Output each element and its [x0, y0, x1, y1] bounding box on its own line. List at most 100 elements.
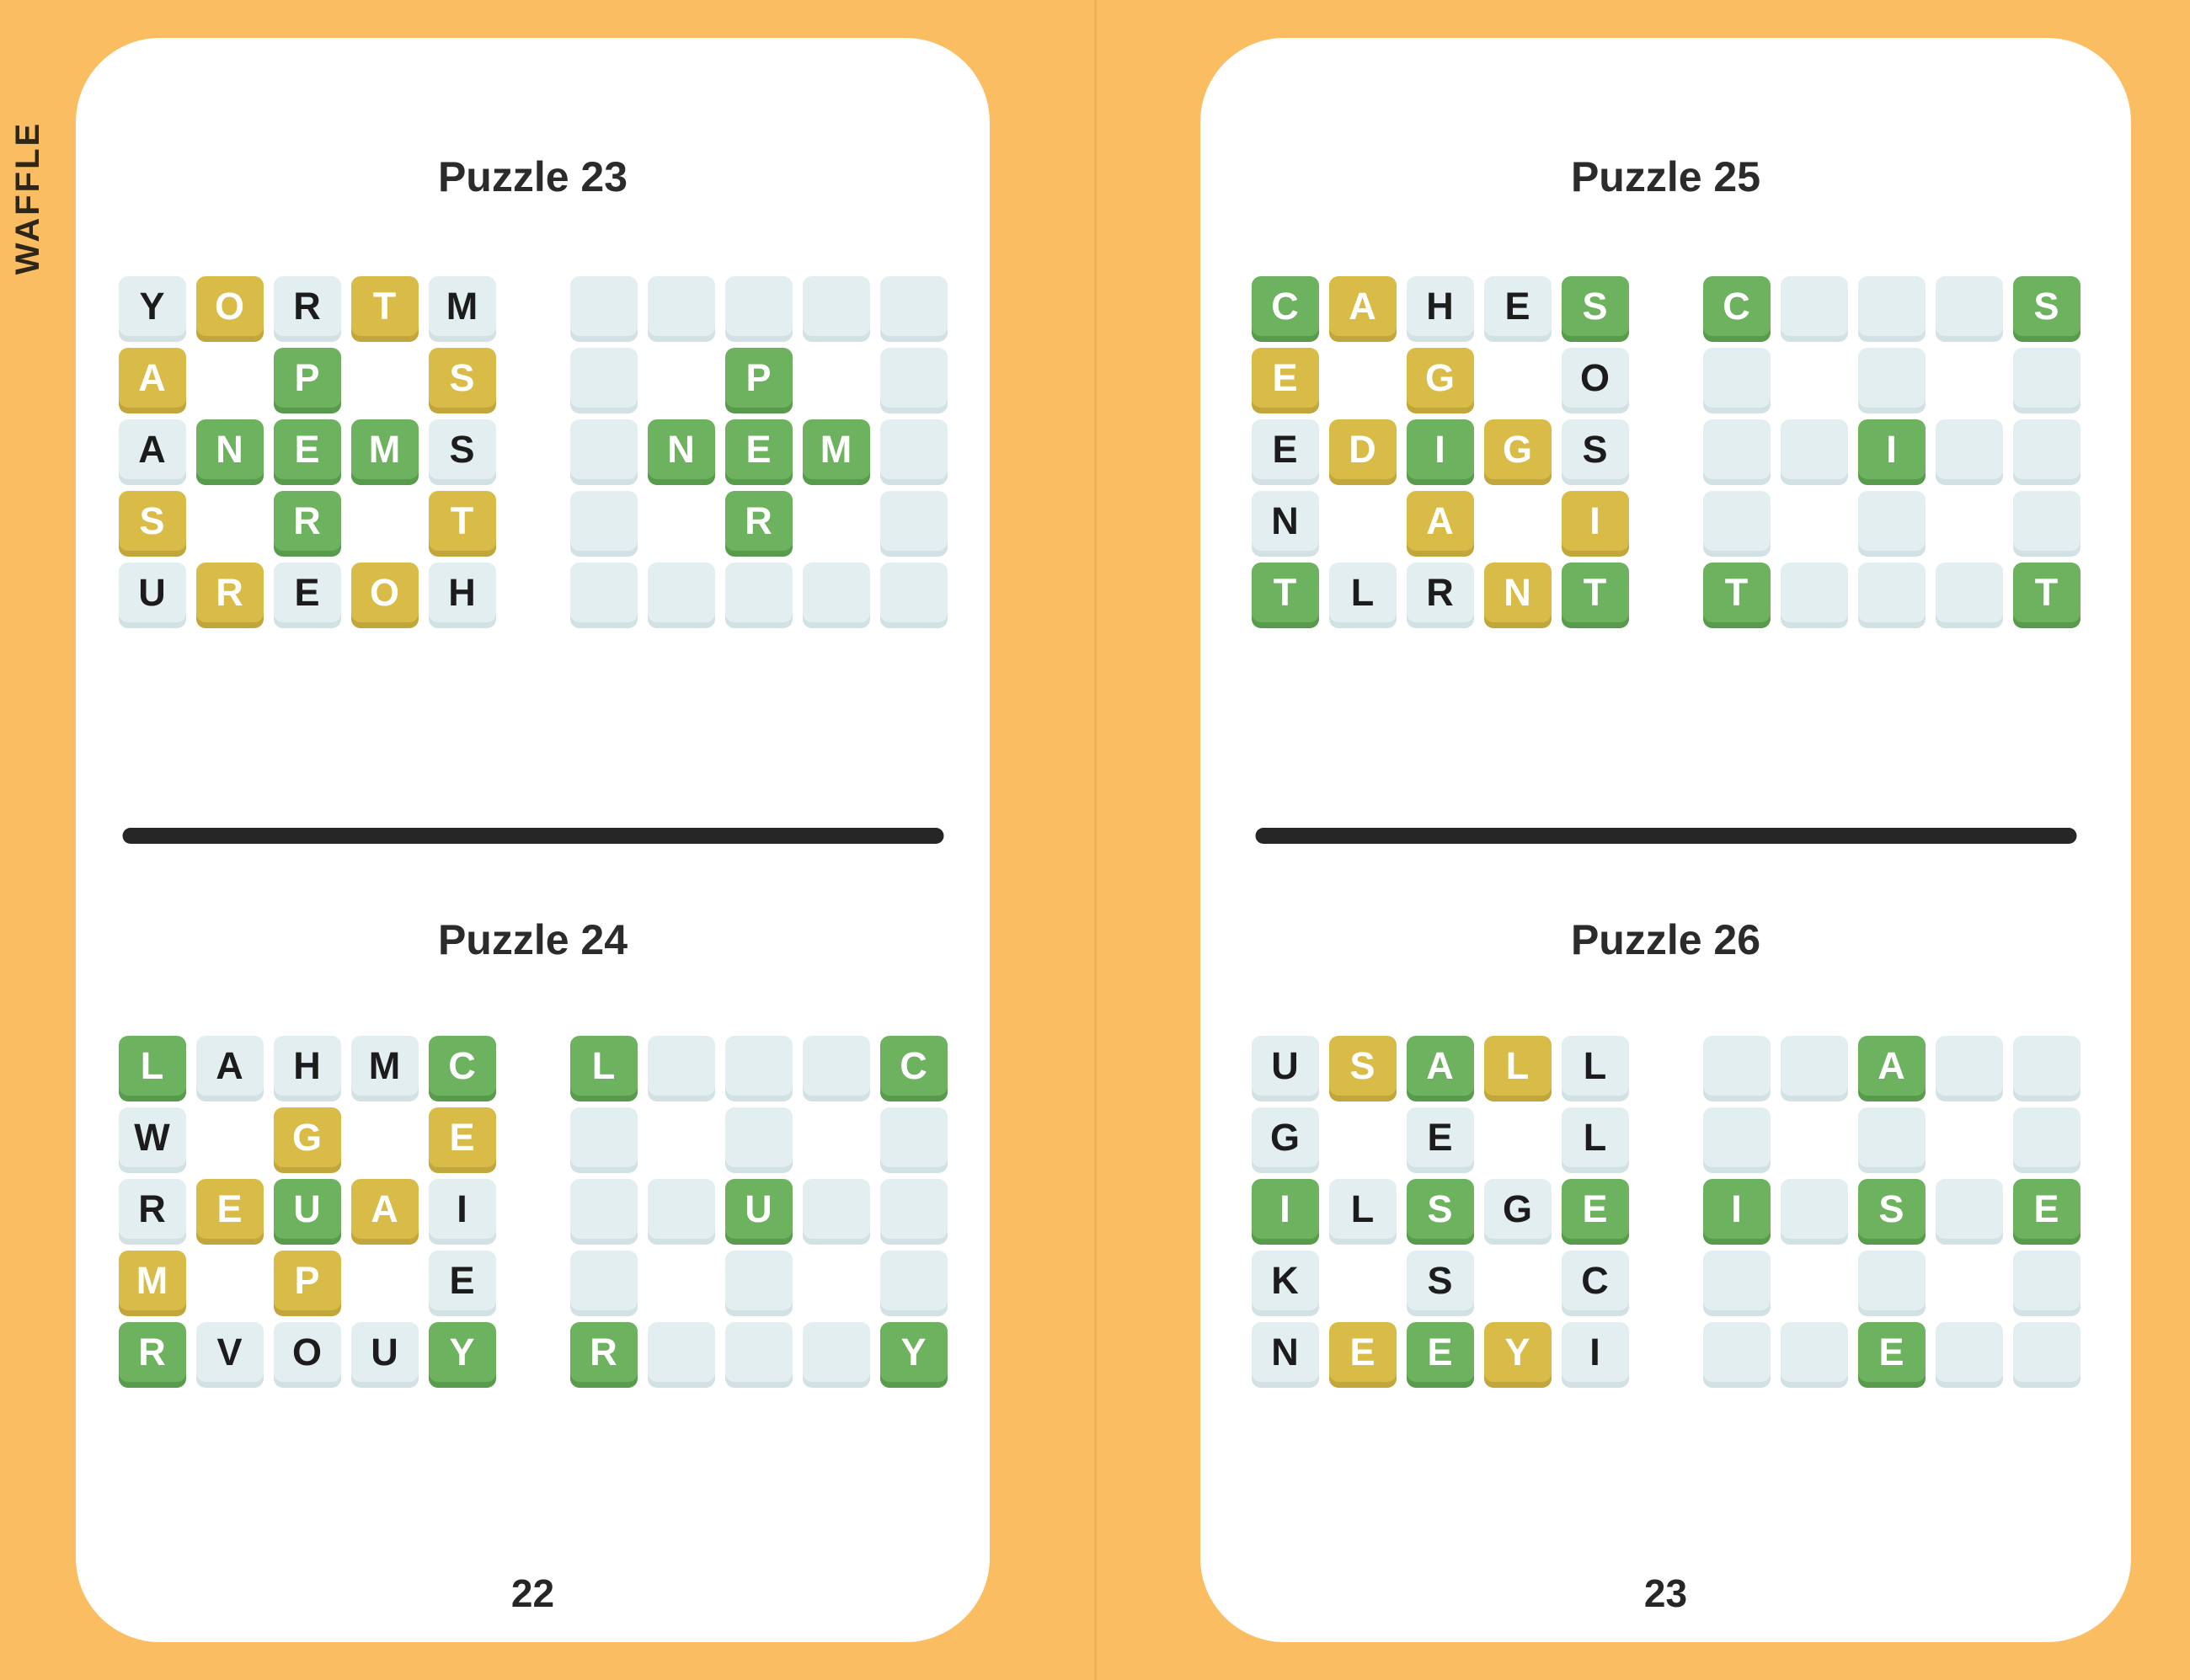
tile-letter: M: [820, 428, 852, 471]
letter-tile: S: [2012, 276, 2080, 336]
empty-tile: [879, 348, 948, 408]
letter-tile: S: [428, 419, 496, 479]
letter-tile: S: [1406, 1251, 1474, 1310]
empty-tile: [724, 1251, 793, 1310]
tile-letter: V: [216, 1331, 243, 1373]
tile-letter: G: [1502, 428, 1532, 471]
letter-tile: R: [273, 491, 341, 551]
tile-letter: A: [371, 1187, 398, 1230]
tile-letter: I: [1279, 1187, 1290, 1230]
empty-tile: [647, 1179, 715, 1239]
tile-letter: S: [449, 428, 475, 471]
empty-tile: [647, 563, 715, 622]
tile-letter: A: [1426, 499, 1454, 542]
letter-tile: H: [428, 563, 496, 622]
empty-tile: [1780, 563, 1848, 622]
puzzle-solution-hint-grid: P N E M R: [569, 276, 948, 622]
tile-letter: L: [1350, 1187, 1375, 1230]
letter-tile: I: [1406, 419, 1474, 479]
empty-tile: [2012, 1107, 2080, 1167]
empty-tile: [569, 1179, 638, 1239]
letter-tile: E: [724, 419, 793, 479]
letter-tile: T: [1251, 563, 1319, 622]
tile-letter: E: [449, 1116, 475, 1159]
tile-letter: S: [2033, 285, 2059, 328]
letter-tile: E: [273, 419, 341, 479]
tile-letter: A: [138, 356, 166, 399]
tile-letter: T: [450, 499, 474, 542]
tile-letter: P: [294, 356, 320, 399]
empty-tile: [1857, 348, 1926, 408]
letter-tile: T: [428, 491, 496, 551]
letter-tile: P: [273, 1251, 341, 1310]
empty-tile: [2012, 1322, 2080, 1382]
empty-tile: [569, 1107, 638, 1167]
tile-letter: S: [1349, 1044, 1375, 1087]
tile-letter: U: [745, 1187, 772, 1230]
tile-letter: U: [293, 1187, 321, 1230]
letter-tile: E: [2012, 1179, 2080, 1239]
tile-letter: I: [1731, 1187, 1742, 1230]
tile-letter: R: [138, 1331, 166, 1373]
empty-tile: [802, 276, 870, 336]
tile-letter: S: [139, 499, 165, 542]
tile-letter: P: [745, 356, 772, 399]
empty-tile: [1935, 1179, 2003, 1239]
tile-letter: T: [1273, 571, 1297, 614]
empty-tile: [2012, 348, 2080, 408]
puzzle-start-grid: L A H M C W G E R E U A I M P E R V O U Y: [118, 1036, 496, 1382]
tile-letter: E: [449, 1259, 475, 1302]
empty-tile: [802, 1036, 870, 1096]
letter-tile: E: [1406, 1107, 1474, 1167]
tile-letter: L: [1350, 571, 1375, 614]
tile-letter: S: [1582, 428, 1608, 471]
letter-tile: E: [195, 1179, 264, 1239]
tile-letter: R: [138, 1187, 166, 1230]
letter-tile: G: [1483, 1179, 1552, 1239]
tile-letter: U: [1271, 1044, 1299, 1087]
tile-letter: A: [1878, 1044, 1905, 1087]
letter-tile: G: [1406, 348, 1474, 408]
letter-tile: A: [1328, 276, 1397, 336]
letter-tile: O: [350, 563, 419, 622]
letter-tile: A: [1406, 491, 1474, 551]
empty-tile: [569, 419, 638, 479]
letter-tile: U: [350, 1322, 419, 1382]
letter-tile: E: [428, 1107, 496, 1167]
tile-letter: O: [291, 1331, 322, 1373]
letter-tile: T: [350, 276, 419, 336]
letter-tile: N: [647, 419, 715, 479]
letter-tile: L: [118, 1036, 186, 1096]
letter-tile: R: [118, 1179, 186, 1239]
empty-tile: [2012, 491, 2080, 551]
tile-letter: N: [1271, 499, 1299, 542]
puzzle-title: Puzzle 24: [437, 916, 628, 963]
tile-letter: O: [369, 571, 399, 614]
tile-letter: C: [1581, 1259, 1609, 1302]
tile-letter: I: [1434, 428, 1445, 471]
tile-letter: W: [134, 1116, 170, 1159]
letter-tile: U: [118, 563, 186, 622]
tile-letter: E: [1504, 285, 1530, 328]
letter-tile: I: [1251, 1179, 1319, 1239]
tile-letter: G: [1424, 356, 1455, 399]
tile-letter: L: [1583, 1044, 1607, 1087]
tile-letter: R: [293, 499, 321, 542]
letter-tile: E: [1251, 348, 1319, 408]
letter-tile: N: [195, 419, 264, 479]
letter-tile: T: [1702, 563, 1771, 622]
tile-letter: M: [446, 285, 478, 328]
tile-letter: R: [590, 1331, 617, 1373]
letter-tile: Y: [118, 276, 186, 336]
letter-tile: H: [1406, 276, 1474, 336]
page-gutter-seam: [1094, 0, 1097, 1680]
letter-tile: A: [350, 1179, 419, 1239]
empty-tile: [1702, 491, 1771, 551]
letter-tile: R: [195, 563, 264, 622]
letter-tile: U: [1251, 1036, 1319, 1096]
empty-tile: [1702, 1251, 1771, 1310]
letter-tile: A: [1857, 1036, 1926, 1096]
